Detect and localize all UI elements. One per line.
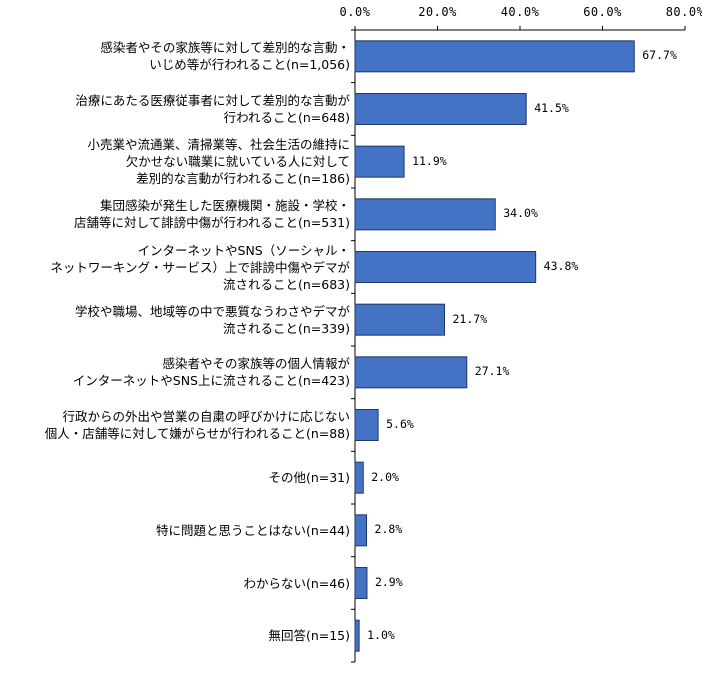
category-label: その他(n=31): [268, 470, 350, 486]
x-tick-label: 20.0%: [418, 5, 457, 19]
data-label: 2.8%: [374, 522, 403, 537]
data-label: 2.0%: [371, 469, 399, 484]
data-label: 41.5%: [534, 101, 569, 115]
data-label: 21.7%: [452, 311, 488, 326]
bar: [354, 356, 468, 389]
category-label: 小売業や流通業、清掃業等、社会生活の維持に 欠かせない職業に就いている人に対して…: [87, 137, 350, 187]
x-tick-label: 0.0%: [339, 5, 371, 19]
bar: [354, 198, 496, 231]
category-label: わからない(n=46): [243, 575, 350, 591]
data-label: 27.1%: [474, 364, 510, 379]
bar: [354, 93, 527, 125]
data-label: 43.8%: [543, 259, 579, 273]
category-label: 無回答(n=15): [268, 628, 350, 644]
category-label: 治療にあたる医療従事者に対して差別的な言動が 行われること(n=648): [75, 93, 350, 125]
category-label: 感染者やその家族等の個人情報が インターネットやSNS上に流されること(n=42…: [72, 356, 350, 389]
x-tick-label: 40.0%: [500, 5, 540, 19]
data-label: 11.9%: [412, 153, 447, 168]
data-label: 1.0%: [367, 627, 395, 642]
bar: [354, 567, 368, 599]
bar: [354, 303, 446, 336]
data-label: 5.6%: [386, 417, 414, 431]
category-label: 集団感染が発生した医療機関・施設・学校・ 店舗等に対して誹謗中傷が行われること(…: [73, 198, 350, 231]
bar: [354, 619, 360, 652]
bar: [354, 409, 379, 441]
x-tick-label: 60.0%: [583, 5, 622, 19]
category-label: 特に問題と思うことはない(n=44): [155, 522, 350, 538]
x-tick-label: 80.0%: [665, 5, 702, 19]
bar: [354, 514, 368, 547]
category-label: 感染者やその家族等に対して差別的な言動・ いじめ等が行われること(n=1,056…: [100, 40, 350, 73]
bar: [354, 461, 364, 494]
bar: [354, 251, 537, 283]
category-label: 学校や職場、地域等の中で悪質なうわさやデマが 流されること(n=339): [74, 303, 350, 336]
bar: [354, 145, 405, 178]
data-label: 2.9%: [374, 575, 403, 589]
bar: [354, 40, 635, 73]
data-label: 67.7%: [642, 48, 677, 63]
data-label: 34.0%: [503, 206, 538, 221]
category-label: インターネットやSNS（ソーシャル・ ネットワーキング・サービス）上で誹謗中傷や…: [50, 242, 350, 292]
category-label: 行政からの外出や営業の自粛の呼びかけに応じない 個人・店舗等に対して嫌がらせが行…: [44, 409, 350, 441]
